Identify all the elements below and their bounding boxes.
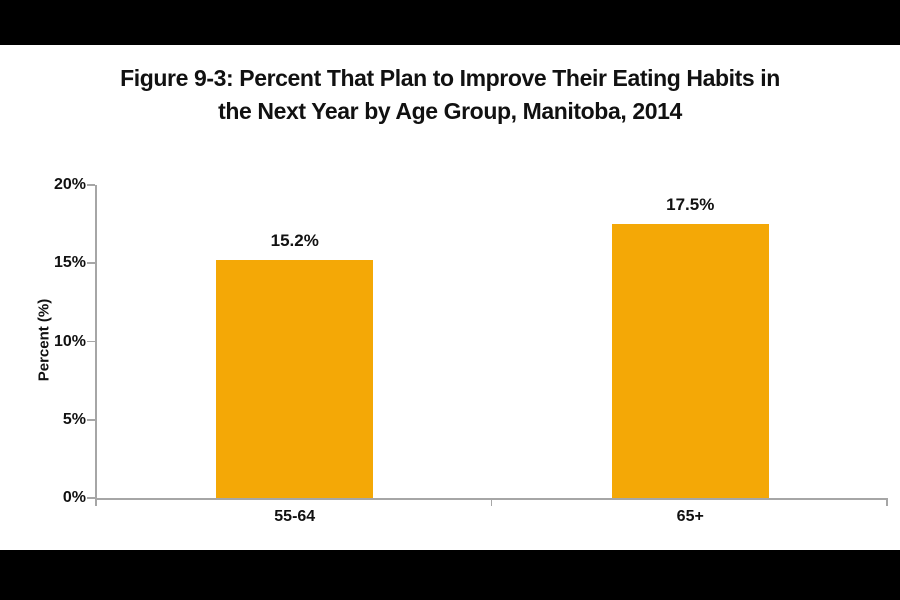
x-tick-mark — [95, 499, 97, 506]
letterbox-top-bar — [0, 0, 900, 45]
x-tick-mark — [886, 499, 888, 506]
letterbox-bottom-bar — [0, 550, 900, 600]
bar-value-label: 17.5% — [666, 195, 715, 215]
y-tick-mark — [87, 262, 96, 265]
y-tick-mark — [87, 497, 96, 499]
x-tick-mark — [490, 499, 493, 506]
y-tick-label: 10% — [53, 332, 86, 350]
chart-title: Figure 9-3: Percent That Plan to Improve… — [0, 62, 900, 128]
y-tick-label: 5% — [62, 410, 86, 428]
y-tick-label: 20% — [53, 176, 86, 193]
y-tick-label: 15% — [53, 254, 86, 272]
y-tick-mark — [87, 184, 96, 186]
x-category-label: 55-64 — [274, 508, 316, 525]
chart-title-line-2: the Next Year by Age Group, Manitoba, 20… — [218, 98, 682, 124]
y-axis-line — [95, 185, 97, 500]
bar-55-64 — [216, 260, 374, 498]
x-category-label: 65+ — [676, 508, 704, 525]
bar-value-label: 15.2% — [270, 231, 319, 251]
bar-65+ — [611, 224, 769, 498]
x-axis-line — [95, 498, 888, 500]
y-tick-mark — [87, 418, 96, 421]
y-tick-mark — [87, 340, 96, 343]
y-tick-label: 0% — [62, 489, 86, 506]
chart-title-line-1: Figure 9-3: Percent That Plan to Improve… — [120, 65, 780, 91]
